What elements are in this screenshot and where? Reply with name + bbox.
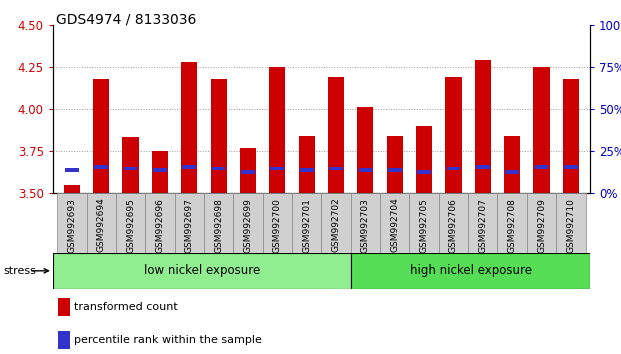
Bar <box>153 169 167 172</box>
Text: GSM992693: GSM992693 <box>67 198 76 253</box>
Bar <box>439 193 468 253</box>
Text: GSM992701: GSM992701 <box>302 198 311 253</box>
Text: low nickel exposure: low nickel exposure <box>144 264 260 277</box>
Bar <box>322 193 351 253</box>
Bar <box>299 136 315 193</box>
Bar <box>116 193 145 253</box>
Bar <box>233 193 263 253</box>
Bar <box>535 165 548 169</box>
Bar <box>445 77 461 193</box>
Text: GSM992708: GSM992708 <box>507 198 517 253</box>
Bar <box>380 193 409 253</box>
Bar <box>175 193 204 253</box>
Bar <box>468 193 497 253</box>
Bar <box>86 193 116 253</box>
Bar <box>328 77 344 193</box>
Bar <box>124 167 137 170</box>
Bar <box>417 170 431 174</box>
Bar <box>329 167 343 170</box>
Bar <box>556 193 586 253</box>
Bar <box>351 193 380 253</box>
Text: GSM992705: GSM992705 <box>420 198 428 253</box>
Bar <box>57 193 86 253</box>
Bar <box>351 253 590 289</box>
Bar <box>476 165 490 169</box>
Text: percentile rank within the sample: percentile rank within the sample <box>75 335 262 345</box>
Text: GSM992704: GSM992704 <box>390 198 399 252</box>
Bar <box>240 148 256 193</box>
Text: GSM992710: GSM992710 <box>566 198 576 253</box>
Bar <box>387 136 403 193</box>
Bar <box>93 79 109 193</box>
Text: GDS4974 / 8133036: GDS4974 / 8133036 <box>56 12 196 27</box>
Bar <box>446 167 460 170</box>
Bar <box>58 331 70 349</box>
Bar <box>145 193 175 253</box>
Bar <box>65 169 79 172</box>
Text: high nickel exposure: high nickel exposure <box>410 264 532 277</box>
Bar <box>270 67 286 193</box>
Text: GSM992703: GSM992703 <box>361 198 370 253</box>
Bar <box>204 193 233 253</box>
Text: GSM992698: GSM992698 <box>214 198 223 253</box>
Text: GSM992695: GSM992695 <box>126 198 135 253</box>
Bar <box>300 169 314 172</box>
Text: GSM992699: GSM992699 <box>243 198 253 253</box>
Bar <box>241 170 255 174</box>
Text: GSM992706: GSM992706 <box>449 198 458 253</box>
Bar <box>564 165 578 169</box>
Text: GSM992702: GSM992702 <box>332 198 340 252</box>
Bar <box>416 126 432 193</box>
Text: GSM992700: GSM992700 <box>273 198 282 253</box>
Bar <box>358 169 372 172</box>
Bar <box>122 137 138 193</box>
Bar <box>357 107 373 193</box>
Bar <box>53 253 351 289</box>
Bar <box>388 169 402 172</box>
Text: transformed count: transformed count <box>75 302 178 312</box>
Bar <box>504 136 520 193</box>
Bar <box>212 167 225 170</box>
Bar <box>183 165 196 169</box>
Bar <box>94 165 108 169</box>
Bar <box>64 184 80 193</box>
Bar <box>533 67 550 193</box>
Text: GSM992707: GSM992707 <box>478 198 487 253</box>
Text: GSM992709: GSM992709 <box>537 198 546 253</box>
Bar <box>409 193 439 253</box>
Bar <box>505 170 519 174</box>
Text: stress: stress <box>3 266 36 276</box>
Bar <box>263 193 292 253</box>
Bar <box>58 298 70 316</box>
Bar <box>497 193 527 253</box>
Text: GSM992697: GSM992697 <box>185 198 194 253</box>
Bar <box>181 62 197 193</box>
Bar <box>211 79 227 193</box>
Bar <box>563 79 579 193</box>
Text: GSM992696: GSM992696 <box>155 198 165 253</box>
Bar <box>271 167 284 170</box>
Text: GSM992694: GSM992694 <box>97 198 106 252</box>
Bar <box>474 60 491 193</box>
Bar <box>292 193 322 253</box>
Bar <box>527 193 556 253</box>
Bar <box>152 151 168 193</box>
